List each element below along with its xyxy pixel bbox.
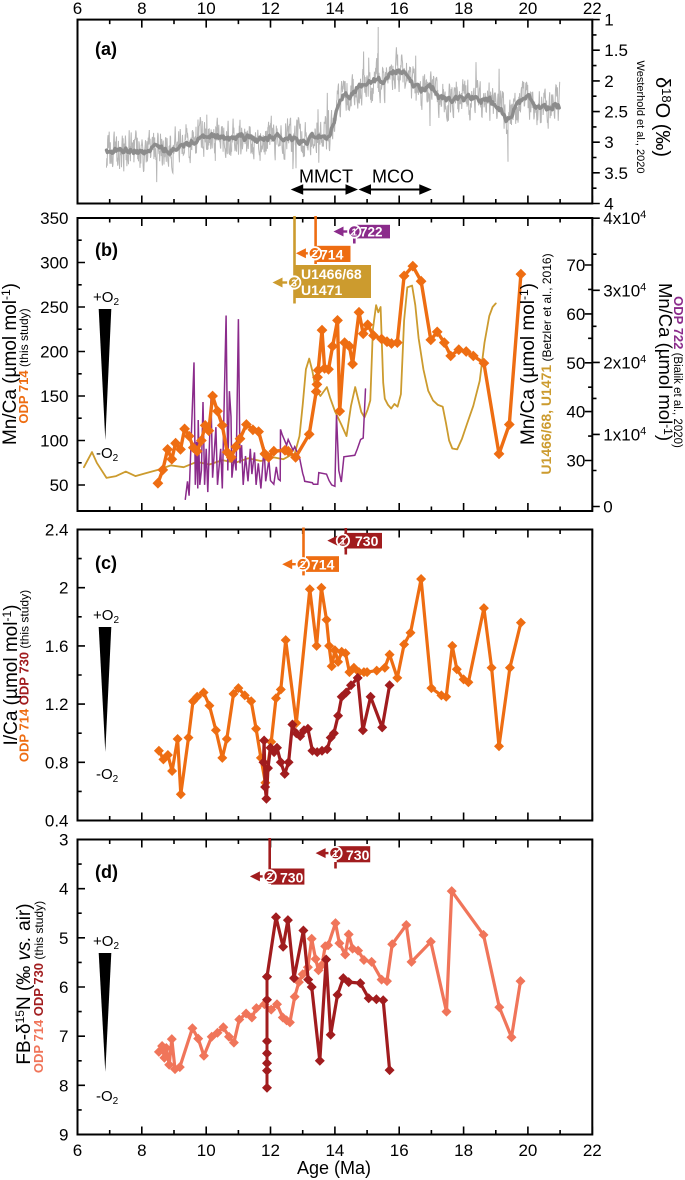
svg-text:714: 714 — [320, 247, 344, 263]
svg-text:6: 6 — [73, 1141, 82, 1160]
svg-text:(b): (b) — [95, 240, 118, 260]
svg-text:Mn/Ca (µmol mol-1): Mn/Ca (µmol mol-1) — [0, 283, 21, 445]
svg-text:60: 60 — [566, 305, 585, 324]
svg-text:14: 14 — [325, 0, 344, 18]
svg-text:7: 7 — [59, 1027, 68, 1046]
svg-text:FB-δ15N (‰ vs. air): FB-δ15N (‰ vs. air) — [13, 903, 35, 1064]
svg-text:9: 9 — [59, 1126, 68, 1145]
svg-text:18: 18 — [454, 1141, 473, 1160]
svg-text:1: 1 — [333, 849, 339, 860]
svg-text:12: 12 — [261, 0, 280, 18]
svg-text:Mn/Ca (µmol mol-1): Mn/Ca (µmol mol-1) — [655, 283, 676, 441]
svg-text:+O2: +O2 — [93, 607, 119, 626]
svg-text:1.6: 1.6 — [45, 637, 69, 656]
svg-text:0.8: 0.8 — [45, 753, 69, 772]
svg-text:4: 4 — [59, 880, 68, 899]
svg-text:70: 70 — [566, 256, 585, 275]
svg-text:4: 4 — [604, 195, 613, 214]
svg-text:(d): (d) — [95, 862, 118, 882]
svg-text:300: 300 — [40, 254, 68, 273]
svg-text:10: 10 — [197, 1141, 216, 1160]
svg-text:30: 30 — [566, 452, 585, 471]
svg-text:100: 100 — [40, 432, 68, 451]
svg-text:714: 714 — [311, 557, 335, 573]
svg-text:730: 730 — [280, 869, 304, 885]
svg-text:4x104: 4x104 — [603, 209, 646, 228]
svg-text:22: 22 — [583, 1141, 602, 1160]
svg-text:16: 16 — [390, 0, 409, 18]
svg-text:8: 8 — [137, 0, 146, 18]
svg-text:40: 40 — [566, 403, 585, 422]
svg-text:8: 8 — [59, 1076, 68, 1095]
svg-text:50: 50 — [50, 476, 69, 495]
svg-text:Westerhold et al., 2020: Westerhold et al., 2020 — [634, 61, 646, 174]
svg-text:3.5: 3.5 — [604, 164, 628, 183]
svg-text:U1466/68: U1466/68 — [301, 266, 362, 282]
svg-text:Mn/Ca (µmol mol-1): Mn/Ca (µmol mol-1) — [517, 283, 539, 445]
svg-text:22: 22 — [583, 0, 602, 18]
svg-text:5: 5 — [59, 929, 68, 948]
svg-text:3x104: 3x104 — [603, 281, 646, 300]
svg-text:ODP 714 ODP 730 (this study): ODP 714 ODP 730 (this study) — [31, 901, 46, 1073]
svg-text:2: 2 — [59, 579, 68, 598]
svg-text:1.5: 1.5 — [604, 41, 628, 60]
svg-text:2: 2 — [267, 872, 273, 883]
svg-text:+O2: +O2 — [93, 933, 119, 952]
svg-text:1.2: 1.2 — [45, 695, 69, 714]
svg-text:6: 6 — [73, 0, 82, 18]
svg-text:12: 12 — [261, 1141, 280, 1160]
svg-text:722: 722 — [360, 225, 383, 240]
svg-text:U1466/68, U1471 (Betzler et al: U1466/68, U1471 (Betzler et al., 2016) — [538, 253, 554, 474]
svg-text:10: 10 — [197, 0, 216, 18]
svg-text:0.4: 0.4 — [45, 812, 69, 831]
svg-text:20: 20 — [518, 1141, 537, 1160]
svg-text:2.5: 2.5 — [604, 103, 628, 122]
svg-text:3: 3 — [604, 133, 613, 152]
svg-text:(c): (c) — [95, 553, 117, 573]
svg-text:1: 1 — [340, 536, 346, 547]
svg-text:+O2: +O2 — [93, 289, 119, 308]
svg-text:8: 8 — [137, 1141, 146, 1160]
svg-text:18: 18 — [454, 0, 473, 18]
svg-text:2.4: 2.4 — [45, 521, 69, 540]
svg-text:200: 200 — [40, 343, 68, 362]
svg-text:1: 1 — [604, 11, 613, 30]
svg-text:MCO: MCO — [372, 167, 414, 187]
svg-text:50: 50 — [566, 354, 585, 373]
svg-text:16: 16 — [390, 1141, 409, 1160]
svg-text:3: 3 — [59, 831, 68, 850]
svg-text:250: 250 — [40, 298, 68, 317]
svg-text:150: 150 — [40, 387, 68, 406]
svg-text:(a): (a) — [95, 39, 117, 59]
svg-text:14: 14 — [325, 1141, 344, 1160]
svg-text:2: 2 — [604, 72, 613, 91]
svg-text:U1471: U1471 — [301, 282, 342, 298]
svg-text:2: 2 — [312, 249, 318, 260]
svg-text:730: 730 — [355, 533, 379, 549]
svg-text:0: 0 — [603, 498, 612, 517]
svg-text:2: 2 — [300, 560, 306, 571]
svg-text:ODP 714 (this study): ODP 714 (this study) — [16, 308, 31, 423]
svg-text:Age (Ma): Age (Ma) — [297, 1158, 371, 1178]
svg-text:1: 1 — [352, 227, 358, 238]
svg-text:1x104: 1x104 — [603, 425, 646, 444]
svg-text:ODP 722 (Bialik et al., 2020): ODP 722 (Bialik et al., 2020) — [671, 296, 685, 448]
svg-text:730: 730 — [346, 847, 370, 863]
svg-text:I/Ca (µmol mol-1): I/Ca (µmol mol-1) — [0, 605, 22, 746]
svg-text:3: 3 — [291, 278, 297, 289]
svg-text:ODP 714 ODP 730 (this study): ODP 714 ODP 730 (this study) — [17, 590, 32, 762]
svg-text:20: 20 — [518, 0, 537, 18]
svg-text:350: 350 — [40, 209, 68, 228]
svg-text:6: 6 — [59, 978, 68, 997]
svg-text:2x104: 2x104 — [603, 353, 646, 372]
svg-text:MMCT: MMCT — [299, 167, 353, 187]
